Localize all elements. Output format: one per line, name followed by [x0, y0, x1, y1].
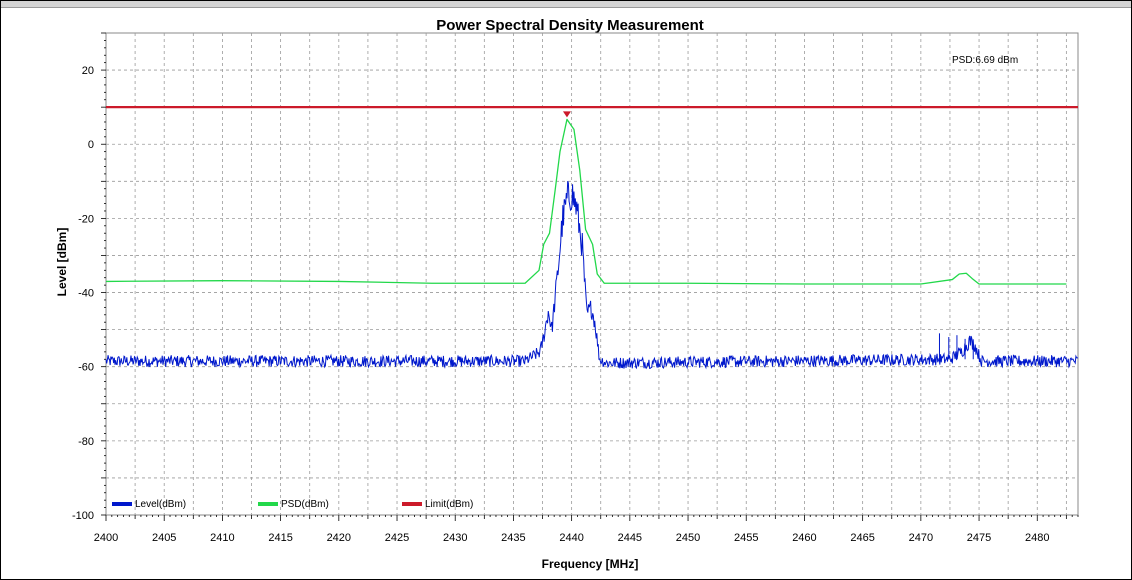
x-tick-label: 2400: [94, 532, 118, 544]
x-tick-label: 2430: [443, 532, 467, 544]
y-tick-label: 0: [88, 139, 94, 151]
x-tick-label: 2455: [734, 532, 758, 544]
x-tick-label: 2435: [501, 532, 525, 544]
series-level: [105, 180, 1079, 370]
y-tick-label: -80: [78, 436, 94, 448]
legend-label: PSD(dBm): [281, 499, 329, 510]
psd-annotation: PSD:6.69 dBm: [952, 55, 1018, 66]
y-tick-label: -100: [72, 510, 94, 522]
series-line-level: [105, 180, 1079, 370]
legend-label: Level(dBm): [135, 499, 186, 510]
y-tick-label: 20: [82, 65, 94, 77]
x-tick-label: 2450: [676, 532, 700, 544]
y-tick-label: -60: [78, 362, 94, 374]
x-tick-label: 2440: [559, 532, 583, 544]
x-tick-label: 2470: [909, 532, 933, 544]
axis-ticks: 2400 2405 2410 2415 2420 2425 2430 2435 2440 2445…: [72, 32, 1079, 544]
x-tick-label: 2480: [1025, 532, 1049, 544]
series-line-psd: [105, 118, 1067, 285]
y-axis-label: Level [dBm]: [55, 228, 69, 297]
x-tick-label: 2460: [792, 532, 816, 544]
x-tick-label: 2465: [850, 532, 874, 544]
legend-swatch: [258, 502, 278, 506]
x-tick-label: 2415: [268, 532, 292, 544]
legend-swatch: [402, 502, 422, 506]
series-psd: [105, 118, 1067, 285]
peak-marker-group: [562, 111, 571, 118]
x-tick-label: 2420: [327, 532, 351, 544]
window-top-bar: [1, 1, 1131, 8]
x-tick-label: 2410: [210, 532, 234, 544]
y-tick-label: -20: [78, 213, 94, 225]
legend-swatch: [112, 502, 132, 506]
legend-label: Limit(dBm): [425, 499, 473, 510]
chart-title: Power Spectral Density Measurement: [436, 17, 704, 34]
legend: Level(dBm) PSD(dBm) Limit(dBm): [112, 499, 473, 510]
plot-area: [105, 32, 1079, 516]
x-axis-label: Frequency [MHz]: [542, 557, 639, 571]
x-tick-label: 2405: [152, 532, 176, 544]
x-tick-label: 2475: [967, 532, 991, 544]
x-tick-label: 2445: [618, 532, 642, 544]
peak-marker: [562, 111, 571, 118]
grid: [106, 33, 1078, 515]
x-tick-label: 2425: [385, 532, 409, 544]
y-tick-label: -40: [78, 288, 94, 300]
